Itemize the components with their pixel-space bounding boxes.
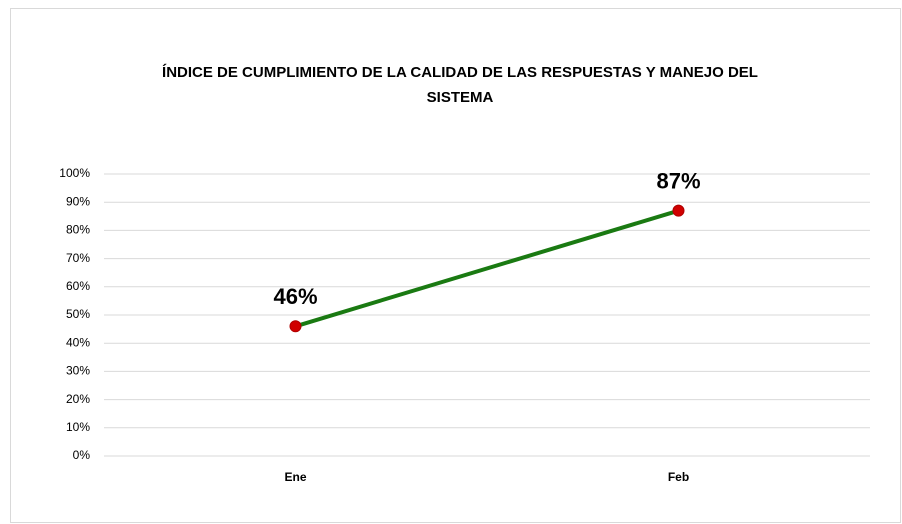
line-series <box>294 208 680 329</box>
chart-border <box>10 8 901 523</box>
y-tick-label: 60% <box>66 279 90 293</box>
data-label: 46% <box>273 284 317 309</box>
y-tick-label: 10% <box>66 420 90 434</box>
y-tick-label: 50% <box>66 307 90 321</box>
x-tick-label: Ene <box>284 470 306 484</box>
y-tick-label: 90% <box>66 194 90 208</box>
y-tick-label: 0% <box>73 448 91 462</box>
y-tick-label: 30% <box>66 364 90 378</box>
marker <box>672 204 685 217</box>
y-tick-label: 20% <box>66 392 90 406</box>
chart-title: ÍNDICE DE CUMPLIMIENTO DE LA CALIDAD DE … <box>162 64 758 106</box>
y-tick-label: 40% <box>66 335 90 349</box>
data-label: 87% <box>656 168 700 193</box>
y-tick-label: 80% <box>66 223 90 237</box>
marker <box>289 320 302 333</box>
y-tick-label: 70% <box>66 251 90 265</box>
y-tick-label: 100% <box>59 166 90 180</box>
x-tick-label: Feb <box>668 470 689 484</box>
